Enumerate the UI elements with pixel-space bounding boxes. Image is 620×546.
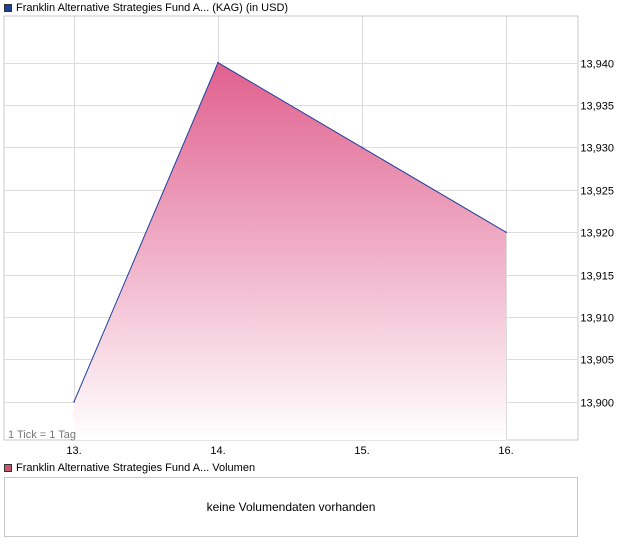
series-line — [73, 61, 507, 403]
y-tick-label: 13,935 — [580, 101, 614, 113]
price-chart: 13. 14. 15. 16. 13,90013,90513,91013,91513,… — [3, 15, 614, 457]
y-tick-label: 13,915 — [580, 271, 614, 283]
x-tick-label: 13. — [66, 445, 81, 457]
x-tick-label: 15. — [354, 445, 369, 457]
x-tick-label: 14. — [210, 445, 225, 457]
volume-legend: Franklin Alternative Strategies Fund A..… — [4, 461, 255, 475]
price-legend-swatch — [4, 4, 12, 12]
y-tick-labels: 13,900 13,905 13,910 13,915 13,920 13,925 13,9… — [580, 59, 614, 410]
x-tick-labels: 13. 14. 15. 16. — [66, 445, 513, 457]
y-tick-label: 13,905 — [580, 355, 614, 367]
y-tick-label: 13,900 — [580, 398, 614, 410]
data-point — [217, 61, 219, 64]
volume-legend-swatch — [4, 464, 12, 472]
price-legend-label: Franklin Alternative Strategies Fund A..… — [16, 2, 289, 14]
data-point — [361, 146, 363, 149]
no-volume-message: keine Volumendaten vorhanden — [206, 500, 376, 514]
price-legend: Franklin Alternative Strategies Fund A..… — [4, 1, 288, 15]
volume-legend-label: Franklin Alternative Strategies Fund A..… — [16, 462, 256, 474]
volume-panel: keine Volumendaten vorhanden — [4, 477, 578, 537]
y-tick-label: 13,910 — [580, 313, 614, 325]
y-tick-label: 13,925 — [580, 186, 614, 198]
area-fill — [74, 62, 506, 440]
y-tick-label: 13,940 — [580, 59, 614, 71]
y-tick-label: 13,930 — [580, 143, 614, 155]
data-point — [73, 401, 75, 403]
data-point — [505, 231, 507, 234]
y-tick-label: 13,920 — [580, 228, 614, 240]
tick-note: 1 Tick = 1 Tag — [8, 429, 76, 441]
x-tick-label: 16. — [498, 445, 513, 457]
series-layer — [73, 61, 507, 440]
